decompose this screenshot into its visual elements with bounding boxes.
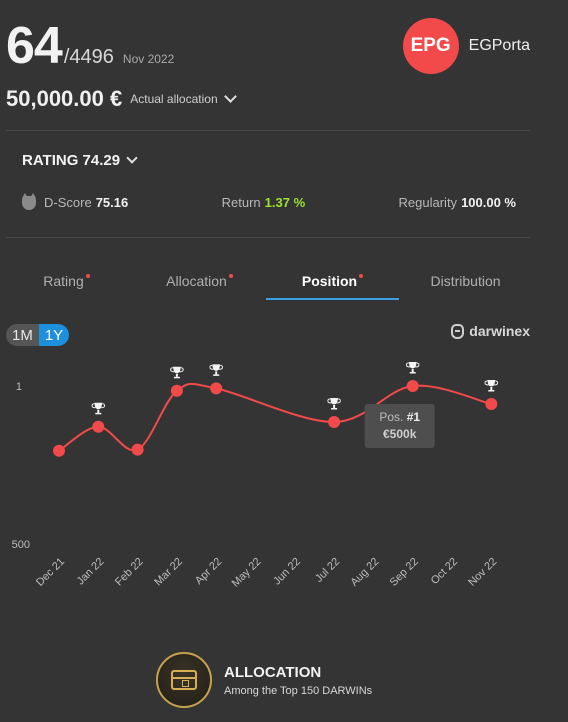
y-tick-label: 1 <box>16 381 22 393</box>
y-tick-label: 500 <box>12 539 30 551</box>
x-tick-label: Oct 22 <box>429 556 460 587</box>
data-point[interactable] <box>485 398 498 410</box>
notification-dot <box>228 274 233 278</box>
achievement-text: ALLOCATION Among the Top 150 DARWINs <box>224 664 372 697</box>
trophy-icon <box>209 364 223 376</box>
rank-date: Nov 2022 <box>122 52 175 66</box>
allocation-selector[interactable]: 50,000.00 € Actual allocation <box>6 86 237 112</box>
allocation-amount: 50,000.00 € <box>6 86 123 111</box>
divider <box>6 237 530 238</box>
trophy-icon <box>170 366 184 379</box>
tab-rating[interactable]: Rating <box>0 266 133 300</box>
darwin-badge: EPG <box>402 18 459 74</box>
tab-label: Position <box>301 273 358 289</box>
rank-summary: 64 /4496 Nov 2022 <box>6 16 174 76</box>
notification-dot <box>85 274 90 278</box>
chevron-down-icon[interactable] <box>223 90 237 103</box>
dscore-label: D-Score <box>44 195 92 210</box>
chest-icon <box>171 670 197 690</box>
tooltip-position: Pos. #1 <box>379 410 420 424</box>
tab-distribution[interactable]: Distribution <box>399 266 532 300</box>
rank-number: 64 <box>6 17 63 75</box>
trophy-icon <box>91 402 106 415</box>
chevron-down-icon[interactable] <box>126 152 138 164</box>
return-label: Return <box>221 195 261 210</box>
notification-dot <box>359 274 364 278</box>
regularity-value: 100.00 % <box>461 195 516 210</box>
chart-tooltip: Pos. #1 €500k <box>364 404 435 448</box>
regularity-label: Regularity <box>398 195 458 210</box>
return-metric: Return 1.37 % <box>222 195 306 210</box>
divider <box>6 130 530 131</box>
tooltip-amount: €500k <box>383 427 417 441</box>
trophy-icon <box>405 362 420 374</box>
tab-label: Distribution <box>430 273 501 289</box>
allocation-label: Actual allocation <box>130 92 218 106</box>
tab-position[interactable]: Position <box>266 266 399 300</box>
tab-label: Allocation <box>166 273 227 289</box>
darwin-brand: EPG EGPorta <box>402 18 530 74</box>
position-chart: 1 500 Dec 21 Jan 22 Feb 22 Mar 22 Apr 22 May 22… <box>12 362 499 590</box>
x-tick-label: Aug 22 <box>348 556 381 589</box>
x-tick-label: Feb 22 <box>113 556 146 589</box>
data-point[interactable] <box>170 384 183 397</box>
trophy-icon <box>484 380 499 392</box>
range-toggle: 1M 1Y <box>6 324 70 346</box>
dscore-value: 75.16 <box>95 195 129 210</box>
achievement: ALLOCATION Among the Top 150 DARWINs <box>156 652 372 708</box>
tab-allocation[interactable]: Allocation <box>133 266 266 300</box>
data-point[interactable] <box>131 443 144 456</box>
darwinex-text: darwinex <box>469 323 530 339</box>
x-tick-label: Jan 22 <box>75 556 107 588</box>
trophy-icon <box>327 398 341 410</box>
data-point[interactable] <box>210 382 223 395</box>
tooltip-value: #1 <box>407 410 421 424</box>
data-point[interactable] <box>92 420 105 433</box>
range-1y-button[interactable]: 1Y <box>38 324 70 346</box>
x-tick-label: Jun 22 <box>271 556 303 588</box>
rating-metrics: D-Score 75.16 Return 1.37 % Regularity 1… <box>22 192 516 210</box>
achievement-title: ALLOCATION <box>224 663 322 681</box>
rating-title: RATING 74.29 <box>22 152 121 169</box>
x-tick-label: Nov 22 <box>466 556 499 589</box>
dscore-icon <box>22 192 36 210</box>
dscore-metric: D-Score 75.16 <box>22 192 129 210</box>
x-tick-label: Dec 21 <box>34 556 67 589</box>
achievement-subtitle: Among the Top 150 DARWINs <box>224 684 373 697</box>
x-tick-label: Jul 22 <box>313 556 342 585</box>
range-1m-button[interactable]: 1M <box>6 324 39 346</box>
regularity-metric: Regularity 100.00 % <box>399 195 516 210</box>
data-point[interactable] <box>328 416 341 428</box>
x-tick-label: Mar 22 <box>152 556 185 589</box>
tab-bar: Rating Allocation Position Distribution <box>0 266 535 300</box>
darwin-name: EGPorta <box>468 37 530 54</box>
x-tick-label: Apr 22 <box>193 556 224 587</box>
rating-toggle[interactable]: RATING 74.29 <box>22 152 138 169</box>
tab-label: Rating <box>43 273 84 289</box>
data-point[interactable] <box>406 380 419 392</box>
x-tick-label: May 22 <box>230 556 264 590</box>
achievement-badge <box>156 652 212 708</box>
darwinex-logo: darwinex <box>451 323 530 339</box>
tooltip-label: Pos. <box>379 410 406 424</box>
rank-total: /4496 <box>63 46 114 68</box>
data-point[interactable] <box>53 444 65 457</box>
x-tick-label: Sep 22 <box>388 556 421 589</box>
darwinex-icon <box>451 323 465 339</box>
return-value: 1.37 % <box>264 195 306 210</box>
